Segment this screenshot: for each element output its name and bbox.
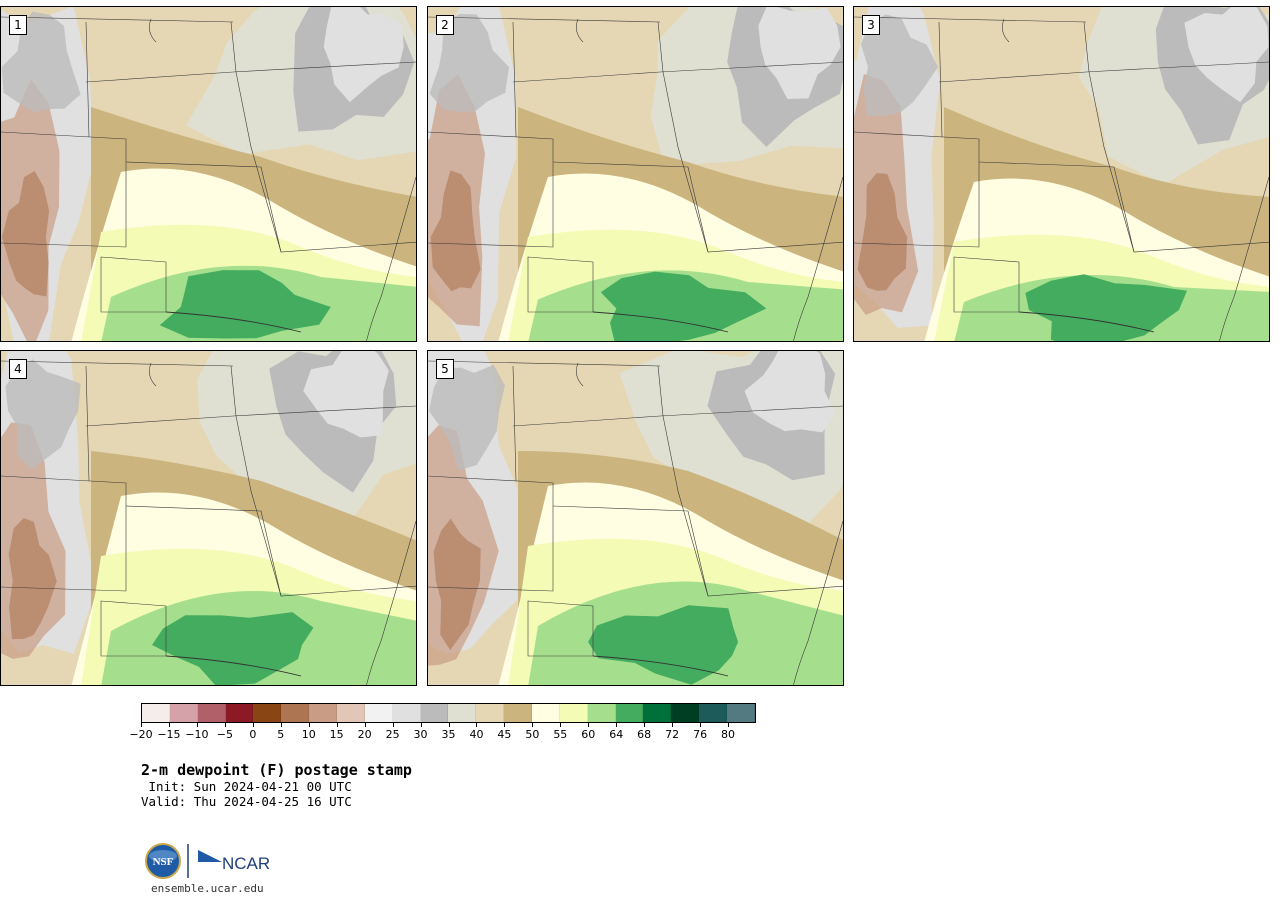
map-panel-2: 2 xyxy=(427,6,844,342)
panel-number-label: 4 xyxy=(9,359,27,379)
colorbar-tick-label: 0 xyxy=(249,728,257,741)
colorbar-swatch xyxy=(587,704,616,722)
colorbar-tick xyxy=(224,722,226,727)
colorbar-swatch xyxy=(615,704,644,722)
map-panel-4: 4 xyxy=(0,350,417,686)
colorbar-tick-label: 30 xyxy=(413,728,428,741)
colorbar-tick-label: 50 xyxy=(525,728,540,741)
map-panel-5: 5 xyxy=(427,350,844,686)
colorbar-tick-label: 76 xyxy=(693,728,708,741)
panel-number-label: 1 xyxy=(9,15,27,35)
colorbar-swatch xyxy=(364,704,393,722)
colorbar-swatch xyxy=(197,704,226,722)
colorbar-tick-label: −15 xyxy=(157,728,181,741)
colorbar-tick-label: 80 xyxy=(721,728,736,741)
colorbar-tick xyxy=(252,722,254,727)
colorbar-tick-label: 72 xyxy=(665,728,680,741)
colorbar-tick-label: 55 xyxy=(553,728,568,741)
colorbar-swatch xyxy=(559,704,588,722)
colorbar-swatch xyxy=(169,704,198,722)
colorbar xyxy=(141,703,756,723)
colorbar-swatch xyxy=(448,704,477,722)
colorbar-tick-label: 40 xyxy=(469,728,484,741)
colorbar-swatch xyxy=(671,704,700,722)
logo: NSF NCAR xyxy=(144,842,274,882)
colorbar-tick-label: 15 xyxy=(329,728,344,741)
colorbar-swatch xyxy=(504,704,533,722)
colorbar-swatch xyxy=(142,704,170,722)
ncar-logo-icon xyxy=(198,850,222,862)
panel-number-label: 3 xyxy=(862,15,880,35)
colorbar-tick xyxy=(616,722,618,727)
colorbar-tick xyxy=(196,722,198,727)
colorbar-tick-label: −10 xyxy=(185,728,209,741)
colorbar-ticks: −20 −15 −10 −5 0 5 10 15 20 25 30 35 40 45 50 55 60 64 68 7… xyxy=(129,722,756,742)
site-url: ensemble.ucar.edu xyxy=(151,882,264,895)
colorbar-tick xyxy=(532,722,534,727)
colorbar-swatch xyxy=(253,704,282,722)
colorbar-swatch xyxy=(727,704,755,722)
colorbar-tick xyxy=(476,722,478,727)
colorbar-tick-label: 68 xyxy=(637,728,652,741)
colorbar-tick-label: 64 xyxy=(609,728,624,741)
colorbar-tick-label: −20 xyxy=(129,728,153,741)
colorbar-swatch xyxy=(532,704,560,722)
colorbar-tick xyxy=(504,722,506,727)
colorbar-swatch xyxy=(281,704,310,722)
colorbar-tick xyxy=(728,722,730,727)
map-panel-1: 1 xyxy=(0,6,417,342)
colorbar-tick xyxy=(644,722,646,727)
colorbar-tick xyxy=(168,722,170,727)
panel-number-label: 5 xyxy=(436,359,454,379)
colorbar-tick xyxy=(392,722,394,727)
colorbar-swatch xyxy=(420,704,449,722)
colorbar-tick-label: 35 xyxy=(441,728,456,741)
colorbar-swatch xyxy=(392,704,421,722)
panel-number-label: 2 xyxy=(436,15,454,35)
colorbar-tick xyxy=(336,722,338,727)
colorbar-tick-label: 60 xyxy=(581,728,596,741)
colorbar-swatch xyxy=(337,704,365,722)
colorbar-tick-label: 20 xyxy=(357,728,372,741)
nsf-logo-text: NSF xyxy=(153,856,174,868)
colorbar-tick-label: 25 xyxy=(385,728,400,741)
colorbar-tick xyxy=(280,722,282,727)
colorbar-tick xyxy=(672,722,674,727)
colorbar-tick xyxy=(560,722,562,727)
colorbar-tick-label: 10 xyxy=(301,728,316,741)
colorbar-tick-label: −5 xyxy=(216,728,233,741)
colorbar-swatch xyxy=(225,704,254,722)
colorbar-tick xyxy=(448,722,450,727)
colorbar-tick xyxy=(700,722,702,727)
map-panel-3: 3 xyxy=(853,6,1270,342)
colorbar-tick xyxy=(308,722,310,727)
colorbar-tick xyxy=(141,722,142,727)
colorbar-swatch xyxy=(699,704,728,722)
init-time: Init: Sun 2024-04-21 00 UTC xyxy=(141,779,352,794)
colorbar-tick-label: 5 xyxy=(277,728,285,741)
colorbar-tick xyxy=(588,722,590,727)
colorbar-tick xyxy=(364,722,366,727)
valid-time: Valid: Thu 2024-04-25 16 UTC xyxy=(141,794,352,809)
colorbar-swatch xyxy=(309,704,338,722)
colorbar-tick xyxy=(420,722,422,727)
map-title: 2-m dewpoint (F) postage stamp xyxy=(141,761,412,779)
ncar-logo-text: NCAR xyxy=(222,854,270,873)
colorbar-swatch xyxy=(476,704,505,722)
colorbar-swatch xyxy=(643,704,672,722)
colorbar-tick-label: 45 xyxy=(497,728,512,741)
